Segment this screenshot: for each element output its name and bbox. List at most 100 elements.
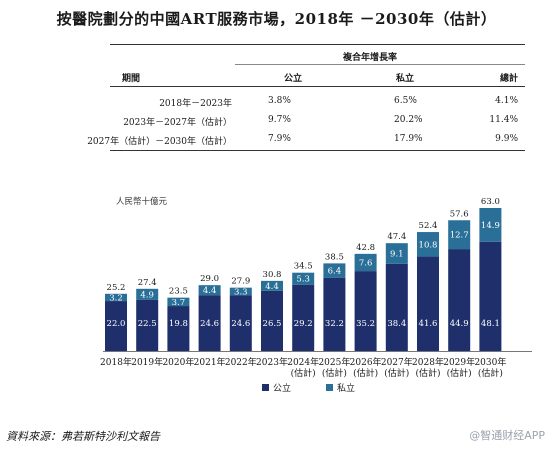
x-tick-label: 2020年 (162, 356, 194, 368)
data-label-public: 19.8 (169, 319, 188, 329)
legend-label-public: 公立 (273, 382, 291, 394)
table-row-private: 6.5% (394, 96, 417, 106)
data-label-public: 24.6 (200, 319, 219, 329)
table-row-period: 2027年（估計）－2030年（估計） (87, 137, 232, 147)
x-tick-label: 2029年 (443, 356, 475, 368)
x-tick-label: (估計) (478, 367, 503, 379)
x-tick-label: 2027年 (381, 356, 413, 368)
data-label-private: 6.4 (328, 267, 342, 277)
data-label-total: 27.4 (138, 278, 157, 288)
x-tick-label: 2030年 (474, 356, 506, 368)
data-label-public: 38.4 (387, 319, 406, 329)
x-tick-label: 2018年 (100, 356, 132, 368)
bar-private (417, 232, 439, 257)
data-label-total: 63.0 (481, 197, 500, 207)
data-label-private: 4.4 (203, 286, 217, 296)
table-row-total: 4.1% (495, 96, 518, 106)
table-rule-top (110, 44, 525, 45)
table-row-public: 3.8% (268, 96, 291, 106)
data-label-public: 32.2 (325, 319, 344, 329)
x-tick-label: 2022年 (225, 356, 257, 368)
table-row-private: 17.9% (394, 134, 423, 144)
table-row-total: 9.9% (495, 134, 518, 144)
x-tick-label: 2019年 (131, 356, 163, 368)
data-label-public: 41.6 (419, 319, 438, 329)
data-label-public: 22.0 (107, 319, 126, 329)
data-label-private: 14.9 (481, 221, 500, 231)
bar-public (105, 301, 127, 351)
data-label-total: 47.4 (387, 232, 406, 242)
page-title: 按醫院劃分的中國ART服務市場，2018年 －2030年（估計） (56, 10, 497, 28)
x-tick-label: (估計) (322, 367, 347, 379)
x-tick-label: (估計) (291, 367, 316, 379)
bar-public (292, 284, 315, 351)
x-tick-label: 2024年 (287, 356, 319, 368)
data-label-public: 48.1 (481, 319, 500, 329)
bar-private (167, 297, 190, 307)
data-label-total: 27.9 (231, 277, 250, 287)
watermark: @智通财经APP (469, 429, 545, 442)
x-tick-label: (估計) (415, 367, 440, 379)
bar-private (479, 208, 502, 242)
x-tick-label: (估計) (447, 367, 472, 379)
table-rule-header (110, 86, 525, 87)
source-note: 資料來源：弗若斯特沙利文報告 (6, 430, 160, 443)
x-tick-label: 2028年 (412, 356, 444, 368)
data-label-total: 34.5 (294, 262, 313, 272)
table-group-header: 複合年增長率 (342, 53, 397, 63)
data-label-total: 52.4 (419, 221, 438, 231)
bar-public (261, 290, 283, 351)
bar-private (292, 272, 315, 285)
data-label-public: 22.5 (138, 319, 157, 329)
data-label-total: 38.5 (325, 252, 344, 262)
bar-private (198, 285, 221, 296)
data-label-private: 3.7 (172, 298, 186, 308)
x-tick-label: 2025年 (318, 356, 350, 368)
bar-private (105, 293, 127, 302)
table-rule-bottom (110, 150, 525, 151)
table-col-total: 總計 (499, 74, 518, 84)
bar-public (354, 271, 377, 351)
data-label-public: 26.5 (263, 319, 282, 329)
data-label-total: 42.8 (356, 243, 375, 253)
table-col-period: 期間 (122, 74, 141, 84)
table-row-public: 7.9% (268, 134, 291, 144)
data-label-private: 4.4 (265, 282, 279, 292)
table-row-period: 2018年－2023年 (159, 99, 232, 109)
data-label-private: 7.6 (359, 258, 373, 268)
bar-public (167, 306, 190, 351)
legend-swatch-private (326, 384, 333, 391)
bar-public (385, 263, 408, 351)
x-tick-label: (估計) (353, 367, 378, 379)
table-rule-group (235, 64, 525, 65)
bar-public (323, 277, 346, 351)
table-row-period: 2023年－2027年（估計） (123, 118, 232, 128)
table-col-private: 私立 (395, 74, 414, 84)
legend-swatch-public (262, 384, 269, 391)
bar-public (136, 299, 159, 351)
data-label-private: 9.1 (390, 250, 404, 260)
x-tick-label: 2021年 (194, 356, 226, 368)
table-col-public: 公立 (283, 74, 302, 84)
bar-private (323, 263, 346, 278)
data-label-total: 30.8 (263, 270, 282, 280)
bar-public (479, 241, 502, 351)
bar-private (229, 287, 252, 296)
data-label-public: 35.2 (356, 319, 375, 329)
bar-private (385, 243, 408, 264)
bar-private (136, 288, 159, 300)
bar-private (354, 253, 377, 272)
table-row-total: 11.4% (489, 115, 518, 125)
x-tick-label: 2023年 (256, 356, 288, 368)
table-row-private: 20.2% (394, 115, 423, 125)
data-label-private: 3.3 (234, 287, 248, 297)
x-tick-label: (估計) (384, 367, 409, 379)
data-label-public: 29.2 (294, 319, 313, 329)
data-label-private: 10.8 (419, 240, 438, 250)
data-label-private: 3.2 (109, 293, 123, 303)
y-axis-label: 人民幣十億元 (116, 196, 168, 207)
bar-private (261, 280, 283, 291)
x-tick-label: 2026年 (350, 356, 382, 368)
data-label-total: 25.2 (107, 283, 126, 293)
table-row-public: 9.7% (268, 115, 291, 125)
